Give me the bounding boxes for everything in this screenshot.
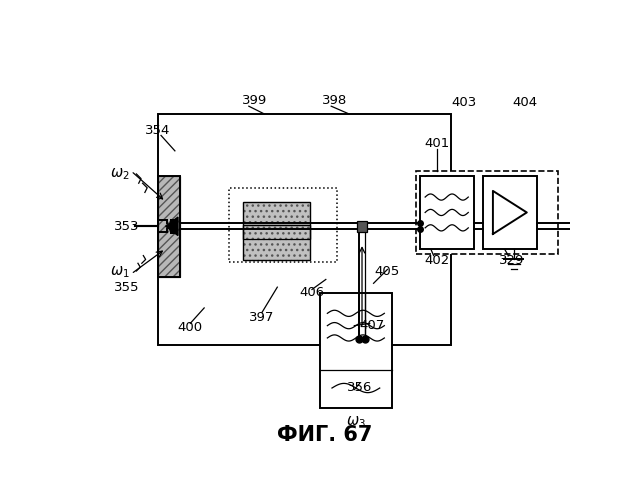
Bar [357, 221, 368, 232]
Text: 404: 404 [512, 96, 537, 109]
Bar [158, 176, 180, 277]
Text: $\omega_1$: $\omega_1$ [110, 264, 130, 280]
Text: 398: 398 [323, 94, 348, 108]
Text: $\omega_3$: $\omega_3$ [346, 414, 366, 430]
Text: 406: 406 [299, 286, 324, 299]
Text: 405: 405 [375, 265, 400, 278]
Bar [420, 176, 474, 250]
Text: 403: 403 [451, 96, 477, 109]
Bar [243, 202, 311, 238]
Polygon shape [166, 217, 178, 236]
Bar [170, 218, 178, 234]
Text: 397: 397 [249, 312, 274, 324]
Text: 407: 407 [359, 319, 385, 332]
Text: 329: 329 [500, 254, 525, 266]
Bar [416, 171, 558, 254]
Text: 399: 399 [241, 94, 267, 108]
Bar [243, 225, 311, 260]
Bar [319, 292, 392, 408]
Text: 402: 402 [424, 254, 450, 266]
Text: 356: 356 [347, 381, 372, 394]
Text: 400: 400 [178, 322, 203, 334]
Text: 355: 355 [114, 280, 140, 293]
Bar [243, 202, 311, 238]
Bar [229, 188, 337, 262]
Text: 354: 354 [145, 124, 171, 138]
Bar [243, 225, 311, 260]
Bar [483, 176, 537, 250]
Bar [158, 114, 451, 345]
Text: 353: 353 [114, 220, 140, 233]
Text: $\omega_2$: $\omega_2$ [110, 166, 130, 182]
Bar [158, 176, 180, 277]
Text: 401: 401 [424, 136, 450, 149]
Text: ФИГ. 67: ФИГ. 67 [277, 425, 373, 445]
